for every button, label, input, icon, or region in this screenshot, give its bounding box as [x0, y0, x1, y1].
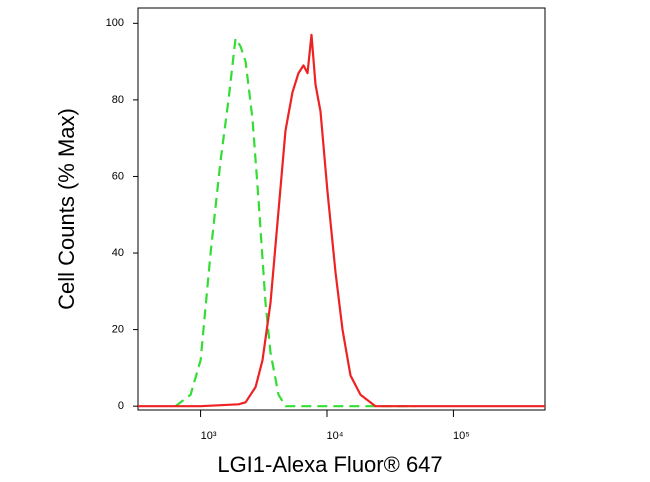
series-line [138, 33, 545, 408]
y-tick-label: 40 [112, 247, 124, 259]
plot-frame [137, 7, 546, 411]
x-tick-label: 10⁵ [453, 430, 470, 442]
x-tick-label: 10⁴ [327, 430, 344, 442]
series-line [174, 37, 416, 408]
y-tick-label: 60 [112, 170, 124, 182]
y-tick-label: 100 [106, 17, 124, 29]
x-tick-label: 10³ [201, 430, 217, 442]
y-tick-label: 80 [112, 94, 124, 106]
x-axis-title: LGI1-Alexa Fluor® 647 [217, 452, 442, 477]
y-tick-label: 0 [118, 400, 124, 412]
y-tick-label: 20 [112, 324, 124, 336]
y-axis-title: Cell Counts (% Max) [54, 108, 79, 310]
